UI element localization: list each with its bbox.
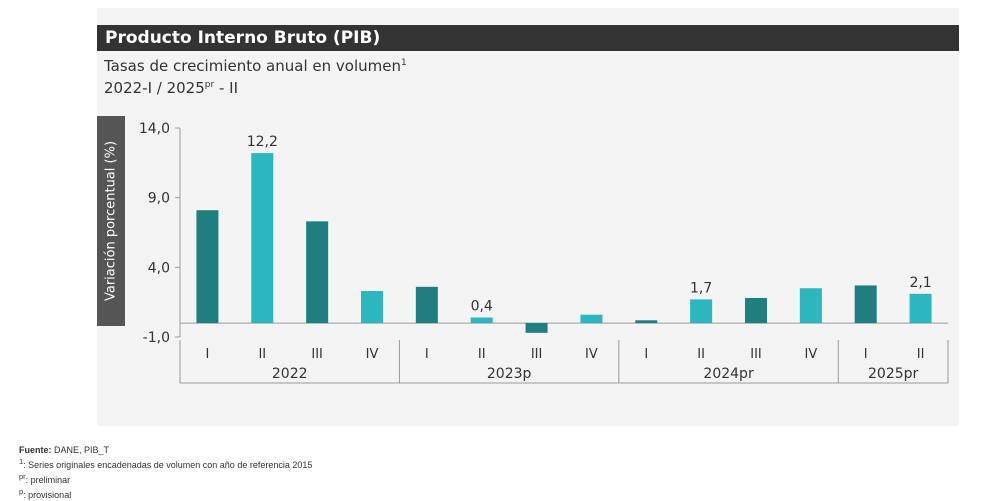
group-label: 2023p	[487, 366, 532, 382]
footnote-2-text: : preliminar	[25, 475, 71, 485]
footnote-3-mark: p	[19, 487, 24, 496]
bar	[470, 317, 493, 324]
data-label: 12,2	[247, 134, 278, 150]
subtitle-line-2-sup: pr	[204, 80, 215, 90]
footnote-2-mark: pr	[19, 472, 26, 481]
x-tick-label: I	[644, 347, 648, 362]
data-label: 2,1	[909, 275, 931, 291]
chart-panel	[97, 8, 959, 426]
x-tick-label: IV	[366, 347, 379, 362]
subtitle-line-2: 2022-I / 2025pr - II	[104, 76, 407, 98]
x-tick-label: III	[531, 347, 543, 362]
y-axis-label-box	[97, 116, 125, 326]
y-tick-label: 4,0	[148, 260, 170, 276]
group-label: 2024pr	[703, 366, 754, 382]
bar	[580, 314, 603, 324]
footnote-1-mark: 1	[19, 457, 24, 466]
subtitle-line-1-sup: 1	[400, 58, 407, 68]
bar	[525, 323, 548, 333]
footnote-source: Fuente: DANE, PIB_T	[19, 444, 312, 456]
y-tick-label: 14,0	[139, 121, 170, 137]
footnote-3-text: : provisional	[23, 490, 72, 500]
footnote-source-text: DANE, PIB_T	[51, 445, 110, 455]
bar	[361, 291, 383, 324]
chart-subtitle: Tasas de crecimiento anual en volumen1 2…	[104, 54, 407, 98]
subtitle-line-2-text: 2022-I / 2025	[104, 79, 205, 97]
subtitle-line-2-end: - II	[214, 79, 238, 97]
x-tick-label: I	[206, 347, 210, 362]
footnote-3: p: provisional	[19, 486, 312, 501]
bar	[909, 293, 932, 324]
bar	[799, 288, 822, 324]
subtitle-line-1: Tasas de crecimiento anual en volumen1	[104, 54, 407, 76]
x-tick-label: IV	[585, 347, 598, 362]
bar	[415, 286, 438, 324]
x-tick-label: III	[750, 347, 762, 362]
bar	[251, 153, 274, 324]
bar	[854, 285, 877, 324]
group-label: 2025pr	[868, 366, 919, 382]
y-tick-label: 9,0	[148, 191, 170, 207]
x-tick-label: II	[478, 347, 486, 362]
x-tick-label: II	[697, 347, 705, 362]
bar	[196, 210, 219, 324]
subtitle-line-1-text: Tasas de crecimiento anual en volumen	[104, 57, 401, 75]
x-tick-label: III	[311, 347, 323, 362]
footnotes: Fuente: DANE, PIB_T 1: Series originales…	[19, 444, 312, 501]
y-tick-label: -1,0	[143, 330, 170, 346]
bar	[306, 221, 329, 324]
x-tick-label: I	[425, 347, 429, 362]
data-label: 0,4	[471, 298, 493, 314]
bar	[690, 299, 713, 324]
footnote-1-text: : Series originales encadenadas de volum…	[23, 460, 313, 470]
footnote-2: pr: preliminar	[19, 471, 312, 486]
data-label: 1,7	[690, 280, 712, 296]
x-tick-label: II	[258, 347, 266, 362]
group-label: 2022	[272, 366, 308, 382]
footnote-1: 1: Series originales encadenadas de volu…	[19, 456, 312, 471]
x-tick-label: II	[917, 347, 925, 362]
x-tick-label: IV	[804, 347, 817, 362]
chart-title: Producto Interno Bruto (PIB)	[97, 25, 959, 51]
bar	[745, 297, 767, 324]
x-tick-label: I	[864, 347, 868, 362]
bar	[635, 320, 658, 324]
footnote-source-label: Fuente:	[19, 445, 52, 455]
